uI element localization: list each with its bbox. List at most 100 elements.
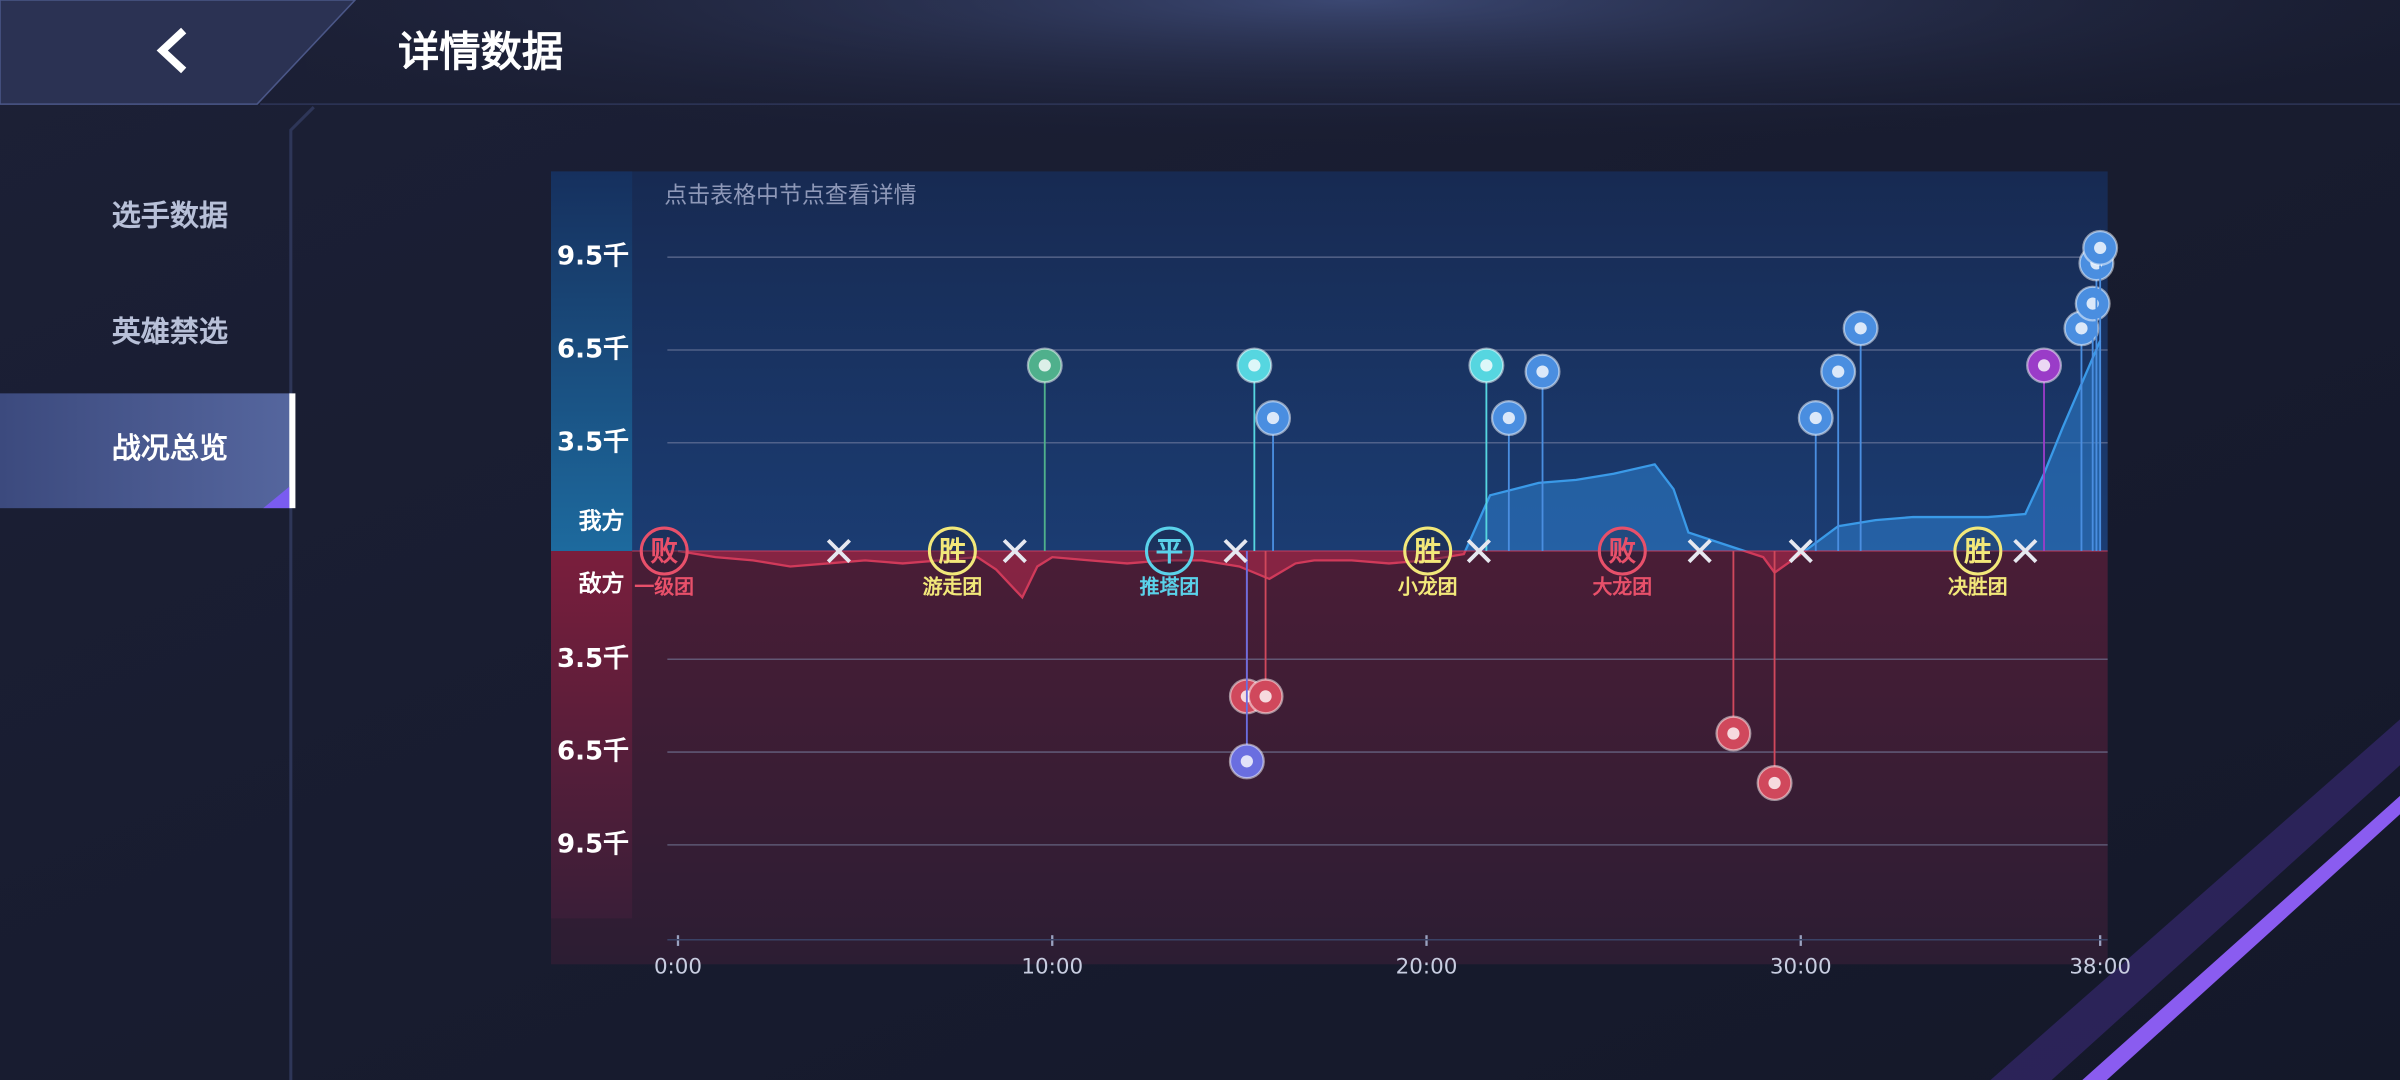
objective-icon-core — [2075, 322, 2088, 335]
axis-column-upper — [551, 171, 633, 552]
sidebar-tab[interactable]: 选手数据 — [112, 198, 228, 232]
objective-pin[interactable] — [2063, 310, 2100, 552]
objective-icon-core — [1480, 359, 1493, 372]
objective-pin[interactable] — [1026, 347, 1063, 552]
fight-badge-circle[interactable] — [927, 526, 977, 576]
y-tick-label: 9.5千 — [557, 242, 629, 272]
gold-diff-line — [677, 340, 2102, 600]
fight-result: 胜 — [939, 536, 967, 568]
objective-icon-core — [1832, 365, 1845, 378]
objective-pin[interactable] — [1490, 400, 1527, 552]
tab-active-indicator — [289, 393, 296, 509]
kill-marker — [1788, 538, 1813, 564]
fight-result: 胜 — [1414, 536, 1442, 568]
axis-column-lower — [551, 551, 633, 919]
y-tick-label: 3.5千 — [557, 644, 629, 674]
objective-icon-core — [1854, 322, 1867, 335]
kill-sword — [1223, 538, 1248, 564]
x-tick-label: 38:00 — [2069, 954, 2131, 979]
kill-sword — [1788, 538, 1813, 564]
objective-pin[interactable] — [1468, 347, 1505, 552]
objective-icon-core — [1809, 411, 1822, 425]
objective-pin[interactable] — [1228, 551, 1265, 780]
objective-pin[interactable] — [2026, 347, 2063, 552]
fight-label: 一级团 — [634, 575, 694, 598]
fight-label: 游走团 — [923, 575, 983, 598]
side-label-ours: 我方 — [579, 507, 625, 534]
kill-sword — [1687, 538, 1712, 564]
x-tick-label: 30:00 — [1770, 954, 1832, 979]
chart-hint: 点击表格中节点查看详情 — [664, 182, 916, 208]
objective-pin[interactable] — [1820, 353, 1857, 552]
kill-marker — [1002, 538, 1027, 564]
x-tick-label: 20:00 — [1396, 954, 1458, 979]
objective-icon-core — [1768, 776, 1781, 790]
kill-marker — [2013, 538, 2038, 564]
chart-upper-panel — [551, 171, 2108, 552]
y-tick-label: 9.5千 — [557, 829, 629, 859]
y-tick-label: 6.5千 — [557, 737, 629, 767]
objective-icon-core — [1259, 690, 1272, 703]
objective-pin[interactable] — [1756, 551, 1793, 801]
kill-marker — [1687, 538, 1712, 564]
objective-icon-core — [1240, 755, 1253, 768]
gold-chart: 点击表格中节点查看详情 我方 敌方 9.5千 6.5千 3.5千 3.5千 6.5千 9.… — [557, 182, 2131, 979]
objective-pin[interactable] — [1797, 400, 1834, 552]
tab-active-corner — [263, 486, 290, 509]
fight-result: 胜 — [1964, 536, 1992, 568]
chart-lower-panel — [551, 551, 2108, 965]
fight-label: 大龙团 — [1592, 575, 1652, 598]
fight-label: 决胜团 — [1948, 575, 2008, 598]
kill-marker — [1466, 538, 1491, 564]
fight-badge-circle[interactable] — [1144, 526, 1194, 576]
fight-result: 败 — [1609, 536, 1637, 568]
fight-badge-circle[interactable] — [1597, 526, 1647, 576]
y-tick-label: 3.5千 — [557, 427, 629, 457]
objective-pin[interactable] — [1255, 400, 1292, 552]
decor-stripe — [1990, 719, 2400, 1080]
fight-label: 小龙团 — [1398, 575, 1458, 598]
fight-badge-circle[interactable] — [639, 526, 689, 576]
objective-pin[interactable] — [1715, 551, 1752, 752]
objective-pin[interactable] — [1842, 310, 1879, 552]
tab-active-bg[interactable] — [0, 393, 291, 509]
sidebar-tab[interactable]: 战况总览 — [112, 431, 228, 465]
side-label-enemy: 敌方 — [579, 570, 625, 597]
y-tick-label: 6.5千 — [557, 334, 629, 364]
objective-pin[interactable] — [2082, 229, 2119, 552]
objective-pin[interactable] — [1236, 347, 1273, 552]
kill-sword — [2013, 538, 2038, 564]
fight-result: 败 — [650, 536, 678, 568]
fight-badge-circle[interactable] — [1953, 526, 2003, 576]
objective-icon-core — [1536, 365, 1549, 378]
kill-sword — [826, 538, 851, 564]
page-title: 详情数据 — [398, 28, 563, 76]
sidebar-tab[interactable]: 英雄禁选 — [112, 315, 228, 349]
sidebar-divider — [289, 106, 315, 1080]
objective-pin[interactable] — [1247, 551, 1284, 715]
fight-badge-circle[interactable] — [1403, 526, 1453, 576]
objective-icon-core — [2094, 241, 2107, 255]
back-icon[interactable] — [156, 27, 187, 74]
x-tick-label: 0:00 — [654, 954, 702, 979]
objective-icon-core — [1038, 359, 1051, 372]
kill-marker — [826, 538, 851, 564]
objective-icon-core — [1502, 411, 1515, 425]
fight-label: 推塔团 — [1140, 575, 1200, 598]
objective-pin[interactable] — [1524, 353, 1561, 552]
kill-sword — [1002, 538, 1027, 564]
kill-marker — [1223, 538, 1248, 564]
objective-icon-core — [1727, 727, 1740, 740]
objective-icon-core — [1266, 411, 1280, 425]
kill-sword — [1466, 538, 1491, 564]
back-button[interactable] — [0, 0, 357, 105]
x-tick-label: 10:00 — [1021, 954, 1083, 979]
